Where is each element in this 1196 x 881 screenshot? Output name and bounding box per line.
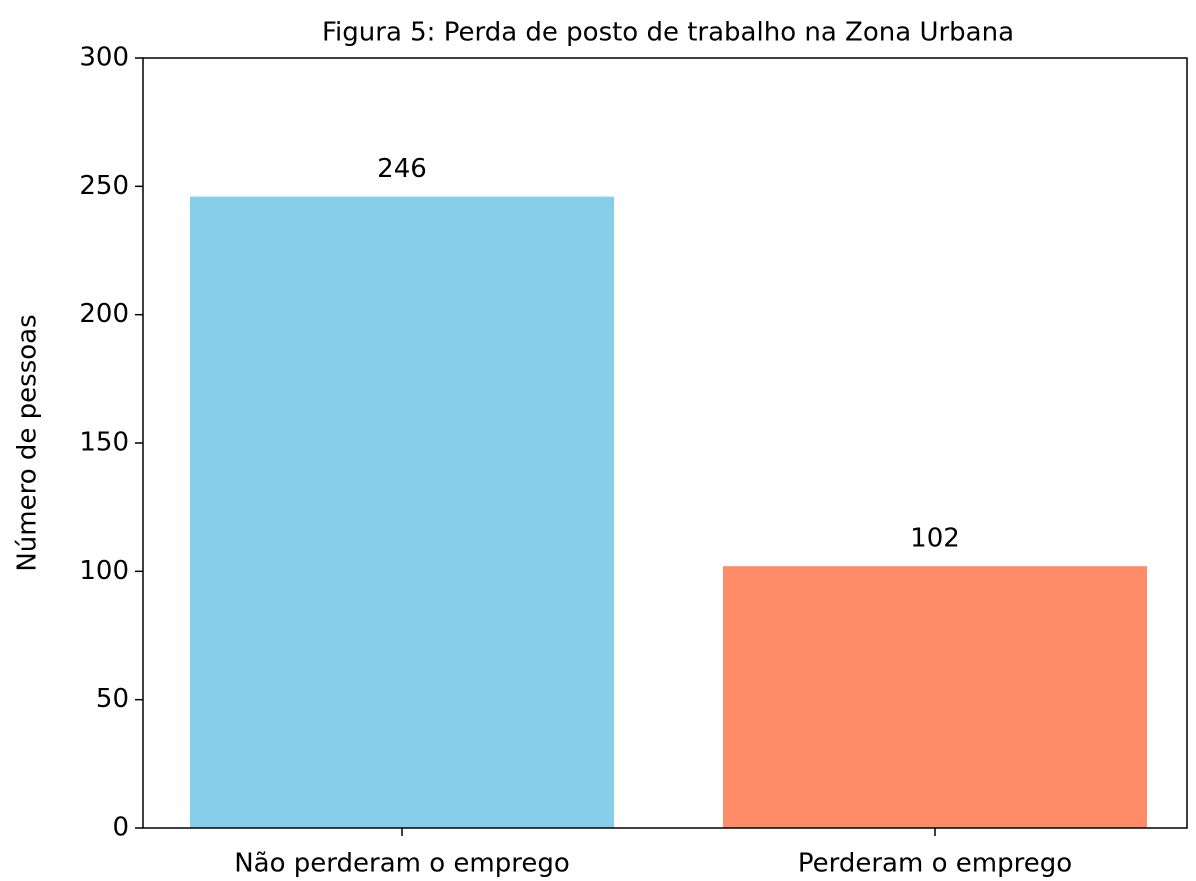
y-tick-label: 150 <box>79 428 129 458</box>
y-tick-label: 100 <box>79 556 129 586</box>
y-tick-label: 0 <box>112 813 129 843</box>
bar <box>190 196 614 829</box>
x-tick-label: Perderam o emprego <box>798 849 1072 879</box>
data-label: 102 <box>910 524 960 554</box>
x-tick-label: Não perderam o emprego <box>234 849 570 879</box>
y-tick-label: 250 <box>79 171 129 201</box>
y-tick-label: 50 <box>96 684 129 714</box>
bar <box>723 566 1147 828</box>
y-tick-label: 200 <box>79 299 129 329</box>
y-axis-label: Número de pessoas <box>13 314 43 571</box>
plot-frame <box>142 57 1188 829</box>
y-tick-label: 300 <box>79 43 129 73</box>
data-label: 246 <box>377 154 427 184</box>
chart-title: Figura 5: Perda de posto de trabalho na … <box>322 18 1014 48</box>
